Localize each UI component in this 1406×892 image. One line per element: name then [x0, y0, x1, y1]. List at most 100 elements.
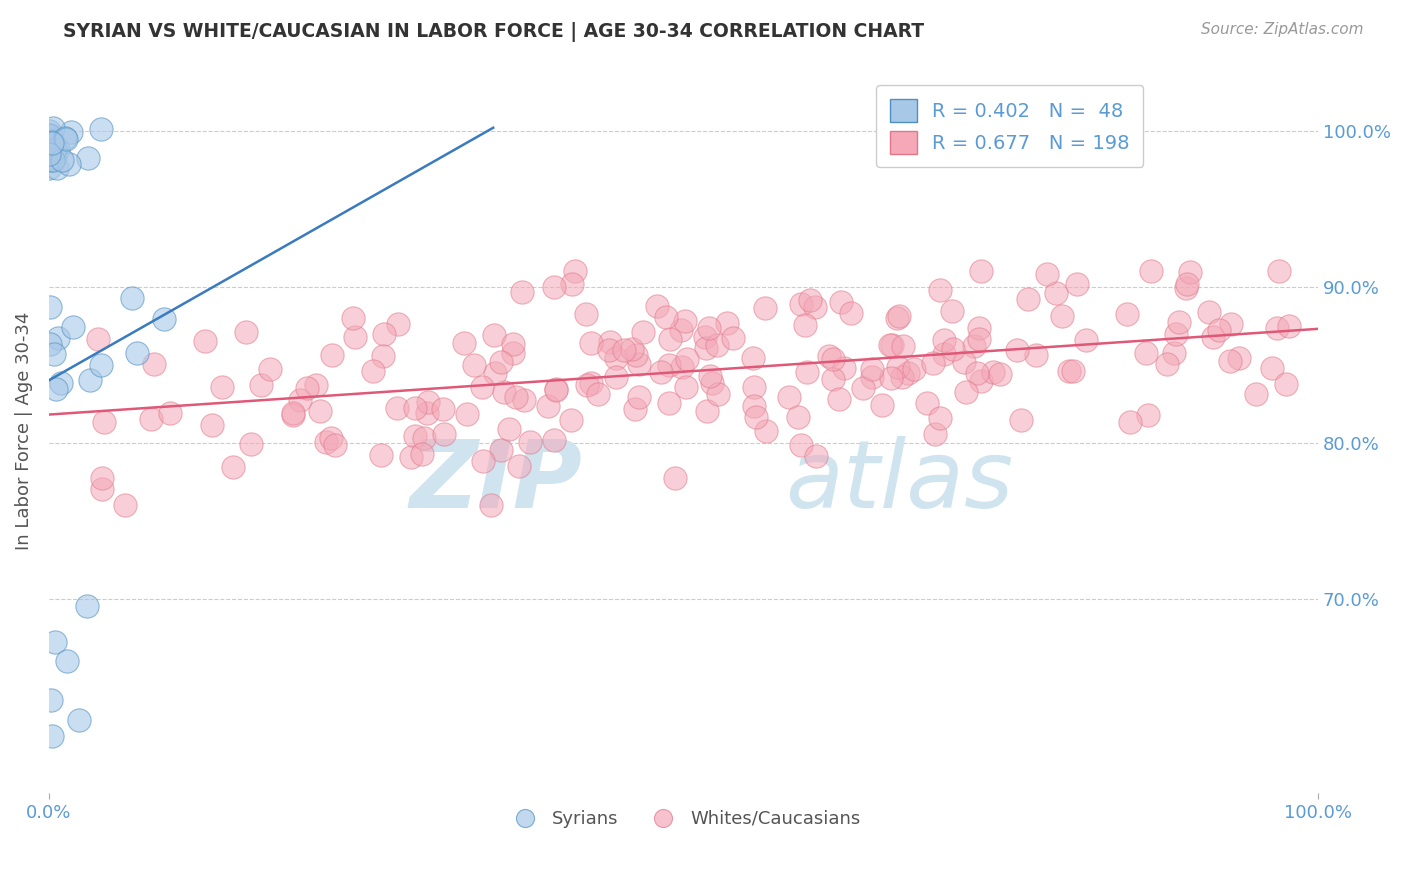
- Point: [491, 355, 513, 369]
- Point: [537, 399, 560, 413]
- Point: [76, 599, 98, 614]
- Point: [415, 406, 437, 420]
- Point: [1227, 351, 1250, 365]
- Point: [502, 336, 524, 351]
- Point: [790, 438, 813, 452]
- Point: [796, 366, 818, 380]
- Point: [1116, 307, 1139, 321]
- Point: [453, 335, 475, 350]
- Point: [742, 399, 765, 413]
- Point: [58, 157, 80, 171]
- Point: [887, 359, 910, 374]
- Point: [543, 280, 565, 294]
- Point: [1163, 346, 1185, 360]
- Point: [53, 130, 76, 145]
- Point: [655, 310, 678, 324]
- Point: [211, 380, 233, 394]
- Point: [91, 470, 114, 484]
- Point: [41, 135, 63, 149]
- Point: [744, 409, 766, 424]
- Point: [560, 413, 582, 427]
- Point: [39, 137, 62, 152]
- Point: [929, 411, 952, 425]
- Point: [915, 396, 938, 410]
- Point: [87, 332, 110, 346]
- Point: [471, 380, 494, 394]
- Point: [44, 142, 66, 156]
- Point: [564, 264, 586, 278]
- Point: [1010, 413, 1032, 427]
- Point: [599, 335, 621, 350]
- Point: [139, 412, 162, 426]
- Point: [370, 448, 392, 462]
- Point: [673, 314, 696, 328]
- Point: [696, 404, 718, 418]
- Point: [828, 392, 851, 407]
- Point: [934, 347, 956, 361]
- Point: [598, 343, 620, 358]
- Point: [882, 338, 904, 352]
- Point: [1198, 305, 1220, 319]
- Point: [1244, 387, 1267, 401]
- Point: [699, 368, 721, 383]
- Point: [38, 151, 60, 165]
- Text: Source: ZipAtlas.com: Source: ZipAtlas.com: [1201, 22, 1364, 37]
- Point: [479, 498, 502, 512]
- Point: [295, 381, 318, 395]
- Point: [46, 331, 69, 345]
- Point: [659, 332, 682, 346]
- Point: [39, 300, 62, 314]
- Point: [41, 693, 63, 707]
- Point: [1164, 327, 1187, 342]
- Point: [508, 458, 530, 473]
- Point: [281, 406, 304, 420]
- Point: [194, 334, 217, 349]
- Point: [221, 460, 243, 475]
- Point: [433, 426, 456, 441]
- Point: [93, 415, 115, 429]
- Point: [387, 317, 409, 331]
- Point: [1175, 281, 1198, 295]
- Point: [484, 327, 506, 342]
- Point: [1076, 333, 1098, 347]
- Point: [613, 343, 636, 357]
- Point: [290, 392, 312, 407]
- Point: [891, 370, 914, 384]
- Point: [76, 151, 98, 165]
- Point: [658, 358, 681, 372]
- Point: [716, 316, 738, 330]
- Point: [1220, 317, 1243, 331]
- Point: [624, 348, 647, 362]
- Point: [484, 366, 506, 380]
- Point: [1066, 277, 1088, 291]
- Point: [675, 351, 697, 366]
- Point: [605, 351, 627, 365]
- Point: [235, 325, 257, 339]
- Point: [39, 153, 62, 167]
- Point: [546, 383, 568, 397]
- Point: [755, 425, 778, 439]
- Point: [342, 310, 364, 325]
- Point: [879, 338, 901, 352]
- Point: [41, 153, 63, 167]
- Point: [693, 330, 716, 344]
- Point: [830, 295, 852, 310]
- Point: [321, 347, 343, 361]
- Point: [51, 153, 73, 167]
- Point: [404, 401, 426, 416]
- Point: [38, 124, 60, 138]
- Text: ZIP: ZIP: [409, 435, 582, 528]
- Point: [880, 370, 903, 384]
- Point: [343, 330, 366, 344]
- Point: [605, 370, 627, 384]
- Point: [432, 401, 454, 416]
- Point: [125, 345, 148, 359]
- Point: [239, 436, 262, 450]
- Point: [628, 357, 651, 371]
- Point: [1045, 285, 1067, 300]
- Point: [658, 396, 681, 410]
- Point: [512, 393, 534, 408]
- Point: [385, 401, 408, 416]
- Point: [1025, 348, 1047, 362]
- Point: [970, 374, 993, 388]
